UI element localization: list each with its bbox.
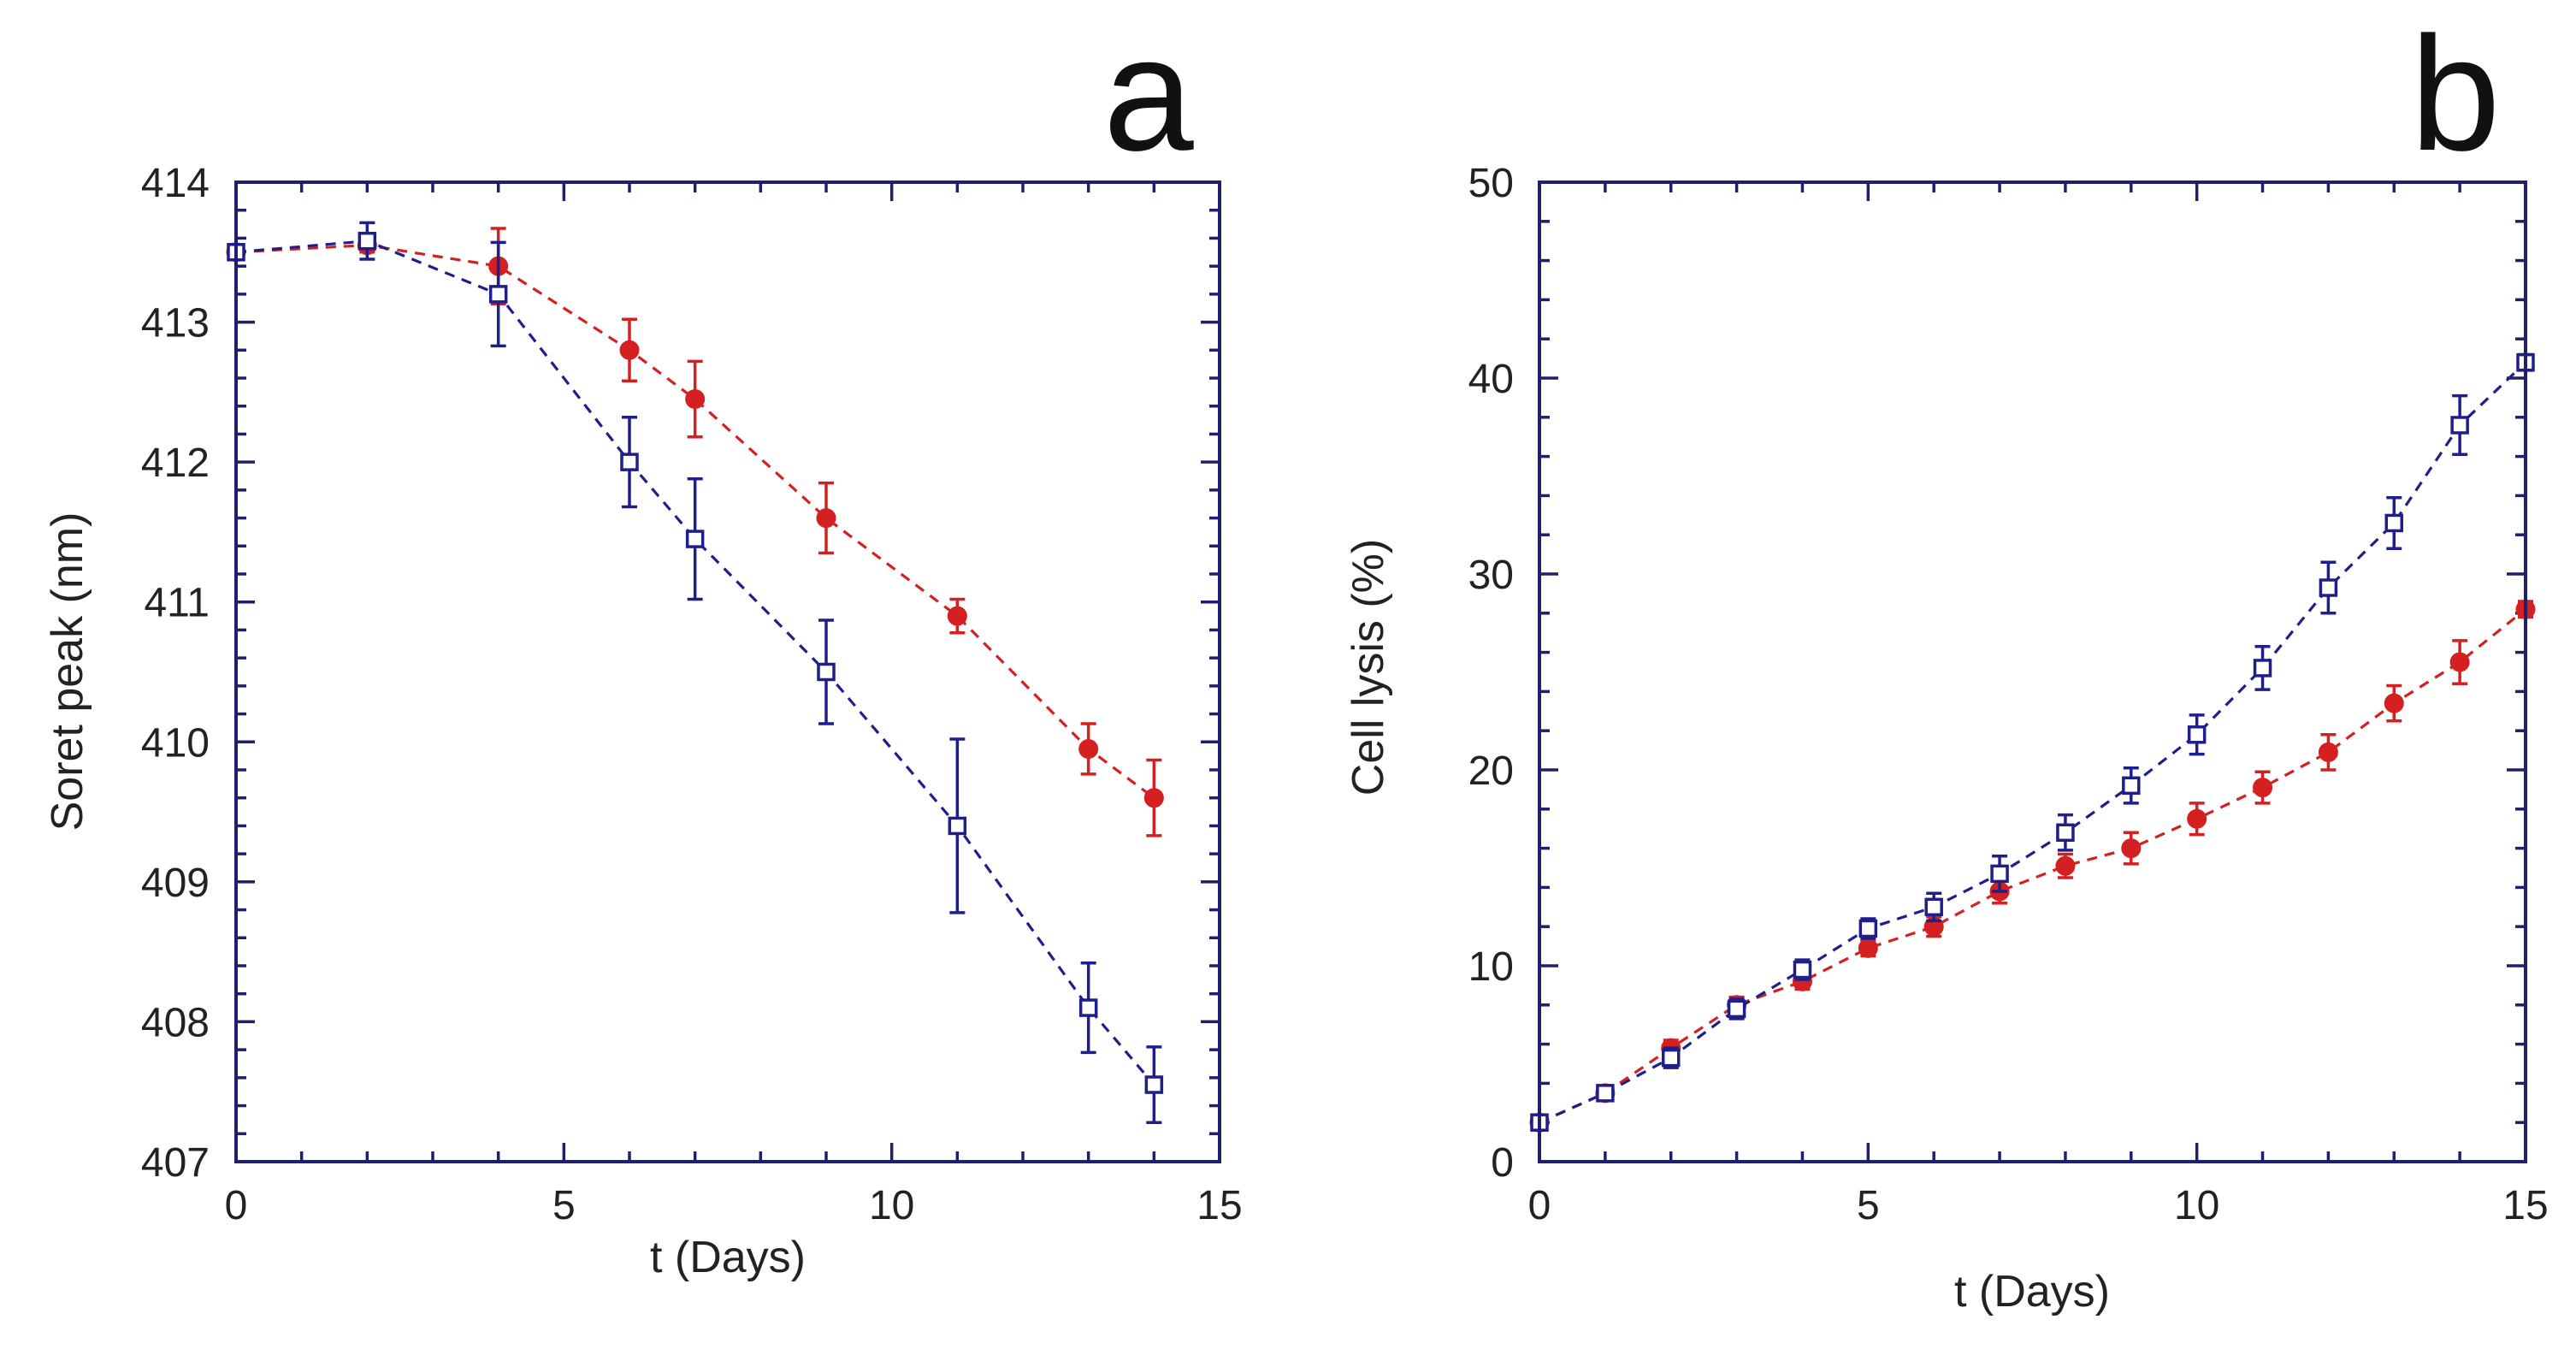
panel-b-y-tick-label: 50 <box>1468 161 1514 206</box>
panel-a-y-axis-title: Soret peak (nm) <box>43 512 92 831</box>
panel-b-x-axis-title: t (Days) <box>1954 1267 2110 1317</box>
panel-b-series-0-point <box>2122 776 2141 796</box>
panel-b-series-0-point <box>2384 513 2404 533</box>
panel-b-chart: b 0 5 10 15 0 10 20 30 40 50 t (Days) Cell lysis … <box>1344 3 2549 1317</box>
panel-a-y-tick-label: 407 <box>141 1140 210 1186</box>
panel-b-series-1-point <box>2121 838 2142 859</box>
panel-a-series-0-point <box>1078 998 1098 1017</box>
panel-b-y-tick-label: 30 <box>1468 553 1514 598</box>
panel-a-series-0-point <box>817 662 836 682</box>
panel-a-series-1-point <box>816 508 836 529</box>
panel-a-y-tick-label: 410 <box>141 720 210 766</box>
panel-b-series-1-line <box>1539 607 2527 1124</box>
panel-a-x-tick-label: 15 <box>1196 1183 1242 1228</box>
panel-a-y-tick-label: 411 <box>144 581 210 626</box>
panel-b-series-0-point <box>1793 960 1812 979</box>
panel-b-y-tick-label: 10 <box>1468 944 1514 990</box>
panel-b-series-1-point <box>2187 808 2207 829</box>
panel-b-series-0-point <box>2319 578 2338 597</box>
panel-a-series-0-point <box>685 530 705 548</box>
panel-a-series-1-point <box>1143 788 1164 808</box>
panel-a-axis-frame <box>234 180 1221 1163</box>
panel-b-x-tick-label: 5 <box>1857 1183 1880 1228</box>
panel-b-series-0-line <box>1539 361 2527 1124</box>
panel-a-x-tick-label: 0 <box>225 1183 248 1228</box>
panel-b-series-0-point <box>1990 864 2009 884</box>
panel-b-x-tick-label: 15 <box>2502 1183 2548 1228</box>
panel-a-series-1-point <box>685 389 706 410</box>
panel-a-x-tick-label: 10 <box>869 1183 914 1228</box>
panel-a-series-0-point <box>948 816 967 836</box>
panel-b-series-0-point <box>2253 659 2272 678</box>
panel-b-series-1-point <box>2055 855 2076 876</box>
panel-b-series-1-point <box>2318 742 2338 762</box>
panel-a-series-0-point <box>620 453 639 471</box>
panel-b-series-1-point <box>2253 778 2273 798</box>
panel-b-plot-area: 0 5 10 15 0 10 20 30 40 50 <box>1468 161 2549 1228</box>
panel-b-y-tick-label: 40 <box>1468 357 1514 402</box>
panel-a-chart: a 0 5 10 15 407 408 409 410 411 412 413 414 t (Days… <box>43 3 1243 1282</box>
panel-a-series-0-point <box>357 231 377 251</box>
panel-b-series-0-point <box>1858 919 1878 938</box>
panel-b-series-0-point <box>2187 725 2207 744</box>
panel-a-series-1-point <box>1078 738 1099 759</box>
panel-a-y-tick-label: 409 <box>141 861 210 906</box>
panel-b-y-tick-label: 0 <box>1491 1140 1514 1186</box>
panel-b-axis-frame <box>1538 180 2527 1163</box>
panel-b-x-tick-label: 0 <box>1528 1183 1551 1228</box>
panel-b-series-0-point <box>1661 1048 1681 1068</box>
panel-b-series-1-point <box>2449 652 2470 672</box>
panel-a-series-1-point <box>947 606 967 626</box>
panel-b-series-0-point <box>2450 416 2469 435</box>
panel-a-y-tick-label: 412 <box>141 441 210 486</box>
panel-a-x-tick-label: 5 <box>552 1183 576 1228</box>
panel-b-series-0-point <box>2056 823 2075 843</box>
panel-a-series-1-point <box>619 340 640 360</box>
panel-a-label: a <box>1103 3 1194 185</box>
panel-b-series-0-point <box>1924 897 1943 917</box>
panel-b-series-0-point <box>1596 1084 1615 1103</box>
panel-a-y-tick-label: 413 <box>141 301 210 346</box>
panel-a-y-tick-label: 408 <box>141 1000 210 1045</box>
panel-a-plot-area: 0 5 10 15 407 408 409 410 411 412 413 414 <box>141 161 1243 1228</box>
panel-b-label: b <box>2410 3 2501 185</box>
panel-b-x-tick-label: 10 <box>2174 1183 2219 1228</box>
panel-a-y-tick-label: 414 <box>141 161 210 206</box>
panel-b-y-tick-label: 20 <box>1468 749 1514 794</box>
panel-a-x-axis-title: t (Days) <box>650 1233 806 1282</box>
panel-b-series-0-point <box>1727 999 1746 1019</box>
panel-a-series-0-point <box>488 285 508 304</box>
panel-b-y-axis-title: Cell lysis (%) <box>1344 539 1393 796</box>
panel-b-series-1-point <box>1858 938 1878 958</box>
panel-b-series-1-point <box>2384 693 2404 713</box>
panel-a-series-0-point <box>1144 1075 1164 1094</box>
